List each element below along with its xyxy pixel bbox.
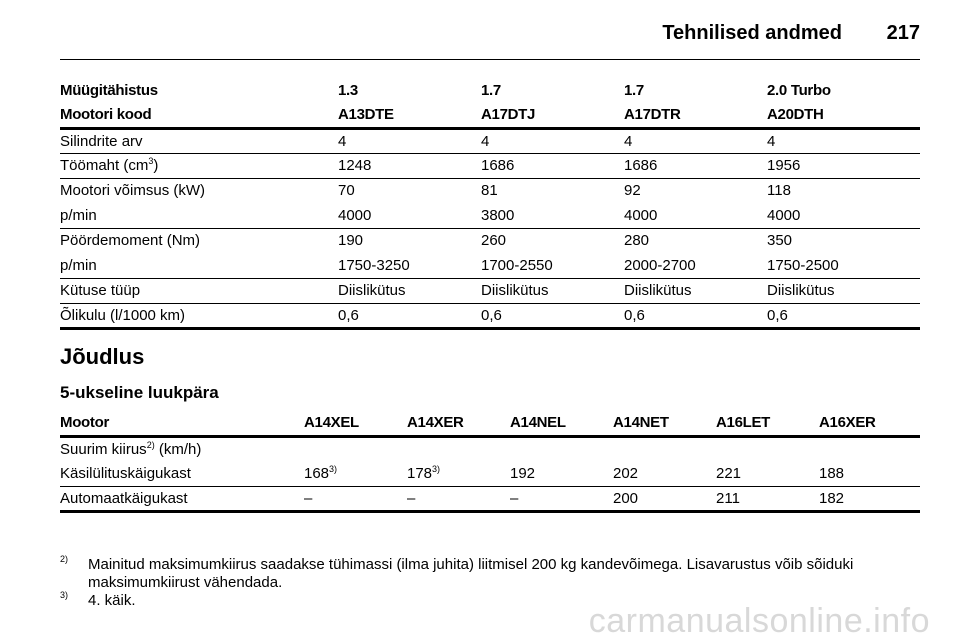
table-cell: 1783) bbox=[407, 461, 510, 487]
table-cell: Diislikütus bbox=[624, 278, 767, 304]
table-cell: 81 bbox=[481, 182, 498, 200]
table-row: p/min 1750-3250 1700-2550 2000-2700 1750… bbox=[60, 253, 920, 279]
header-cell: Mootori kood bbox=[60, 103, 338, 130]
table-row: Silindrite arv 4 4 4 4 bbox=[60, 128, 920, 154]
row-label: Silindrite arv bbox=[60, 128, 338, 154]
table-row: Kütuse tüüp Diislikütus Diislikütus Diis… bbox=[60, 278, 920, 304]
table-cell: – bbox=[304, 486, 407, 513]
table-row: Pöördemoment (Nm) 190 260 280 350 bbox=[60, 228, 920, 253]
footnote-mark: 3) bbox=[60, 590, 69, 600]
header-cell: A14XER bbox=[407, 411, 510, 438]
table-cell: 280 bbox=[624, 232, 650, 250]
table-cell: 0,6 bbox=[338, 303, 481, 330]
section-subtitle: 5-ukseline luukpära bbox=[60, 383, 219, 402]
table-cell: 190 bbox=[338, 232, 364, 250]
footnote-mark: 2) bbox=[60, 554, 69, 564]
header-divider bbox=[60, 59, 920, 60]
table-row: Töömaht (cm3) 1248 1686 1686 1956 bbox=[60, 153, 920, 179]
table-cell: 192 bbox=[510, 461, 613, 487]
header-cell: Mootor bbox=[60, 411, 304, 438]
table-cell: 4 bbox=[481, 128, 624, 154]
table-cell: 118 bbox=[767, 182, 791, 200]
table-cell: Diislikütus bbox=[767, 278, 920, 304]
table-cell: 3800 bbox=[481, 203, 624, 229]
row-label: p/min bbox=[60, 203, 338, 229]
table-cell: 4 bbox=[767, 128, 920, 154]
row-label: Õlikulu (l/1000 km) bbox=[60, 303, 338, 330]
table-cell: 0,6 bbox=[767, 303, 920, 330]
table-cell: 200 bbox=[613, 486, 716, 513]
row-label: Pöördemoment (Nm) bbox=[60, 232, 201, 250]
table-cell: 221 bbox=[716, 461, 819, 487]
table-row: p/min 4000 3800 4000 4000 bbox=[60, 203, 920, 229]
table-row: Õlikulu (l/1000 km) 0,6 0,6 0,6 0,6 bbox=[60, 303, 920, 330]
section-title: Jõudlus bbox=[60, 344, 145, 369]
table-cell: – bbox=[510, 486, 613, 513]
table-cell: 70 bbox=[338, 182, 355, 200]
table-cell: 4 bbox=[624, 128, 767, 154]
row-label: p/min bbox=[60, 253, 338, 279]
table-cell: 260 bbox=[481, 232, 507, 250]
performance-table: Mootor A14XEL A14XER A14NEL A14NET A16LE… bbox=[60, 411, 920, 513]
row-label: Automaatkäigukast bbox=[60, 486, 304, 513]
header-cell: Müügitähistus bbox=[60, 82, 158, 99]
table-cell: – bbox=[407, 486, 510, 513]
footnote-text: Mainitud maksimumkiirus saadakse tühimas… bbox=[88, 556, 854, 591]
table-cell: Diislikütus bbox=[481, 278, 624, 304]
table-cell: 1686 bbox=[624, 153, 767, 179]
header-cell: A13DTE bbox=[338, 103, 481, 130]
table-cell: 211 bbox=[716, 486, 819, 513]
header-cell: A20DTH bbox=[767, 103, 920, 130]
header-cell: A16XER bbox=[819, 411, 920, 438]
table-cell: 4000 bbox=[767, 203, 920, 229]
table-cell: 0,6 bbox=[481, 303, 624, 330]
row-label: Käsilülituskäigukast bbox=[60, 461, 304, 487]
engine-spec-table: Müügitähistus 1.3 1.7 1.7 2.0 Turbo Moot… bbox=[60, 78, 920, 330]
table-cell: 2000-2700 bbox=[624, 253, 767, 279]
table-cell: 188 bbox=[819, 461, 920, 487]
table-row: Käsilülituskäigukast 1683) 1783) 192 202… bbox=[60, 461, 920, 487]
row-label: Töömaht (cm3) bbox=[60, 153, 338, 179]
table-cell: 350 bbox=[767, 232, 793, 250]
table-cell: 92 bbox=[624, 182, 641, 200]
header-cell: A17DTR bbox=[624, 103, 767, 130]
table-row: Automaatkäigukast – – – 200 211 182 bbox=[60, 486, 920, 513]
table-cell: 1700-2550 bbox=[481, 253, 624, 279]
header-cell: A14XEL bbox=[304, 411, 407, 438]
table-header-row: Müügitähistus 1.3 1.7 1.7 2.0 Turbo bbox=[60, 78, 920, 103]
table-cell: 1686 bbox=[481, 153, 624, 179]
table-header-row: Mootor A14XEL A14XER A14NEL A14NET A16LE… bbox=[60, 411, 920, 438]
header-cell: A16LET bbox=[716, 411, 819, 438]
table-cell: 4 bbox=[338, 128, 481, 154]
header-cell: 2.0 Turbo bbox=[767, 82, 831, 99]
table-cell: 1956 bbox=[767, 153, 920, 179]
header-cell: 1.7 bbox=[481, 82, 501, 99]
watermark: carmanualsonline.info bbox=[588, 602, 930, 640]
chapter-title: Tehnilised andmed bbox=[662, 22, 842, 44]
row-label: Mootori võimsus (kW) bbox=[60, 182, 206, 200]
header-cell: 1.7 bbox=[624, 82, 644, 99]
table-cell: 182 bbox=[819, 486, 920, 513]
row-label: Kütuse tüüp bbox=[60, 278, 338, 304]
table-cell: 4000 bbox=[624, 203, 767, 229]
footnote-text: 4. käik. bbox=[88, 592, 136, 609]
table-header-row: Mootori kood A13DTE A17DTJ A17DTR A20DTH bbox=[60, 103, 920, 130]
table-row: Suurim kiirus2) (km/h) bbox=[60, 436, 920, 461]
header-cell: A17DTJ bbox=[481, 103, 624, 130]
table-cell: Diislikütus bbox=[338, 278, 481, 304]
table-row: Mootori võimsus (kW) 70 81 92 118 bbox=[60, 178, 920, 203]
header-cell: A14NEL bbox=[510, 411, 613, 438]
table-cell: 1750-2500 bbox=[767, 253, 920, 279]
header-cell: 1.3 bbox=[338, 82, 358, 99]
table-cell: 1248 bbox=[338, 153, 481, 179]
table-cell: 0,6 bbox=[624, 303, 767, 330]
page-number: 217 bbox=[886, 22, 920, 44]
table-cell: 1683) bbox=[304, 461, 407, 487]
row-label: Suurim kiirus2) (km/h) bbox=[60, 439, 202, 458]
table-cell: 202 bbox=[613, 461, 716, 487]
header-cell: A14NET bbox=[613, 411, 716, 438]
table-cell: 1750-3250 bbox=[338, 253, 481, 279]
table-cell: 4000 bbox=[338, 203, 481, 229]
